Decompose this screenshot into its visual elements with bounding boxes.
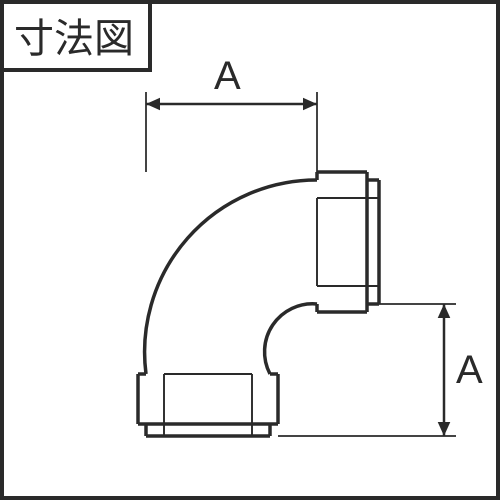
dimension-label-top: A bbox=[214, 54, 241, 99]
drawing-canvas bbox=[4, 4, 500, 504]
dimension-label-right: A bbox=[456, 348, 483, 393]
page-frame: 寸法図 A A bbox=[0, 0, 500, 500]
